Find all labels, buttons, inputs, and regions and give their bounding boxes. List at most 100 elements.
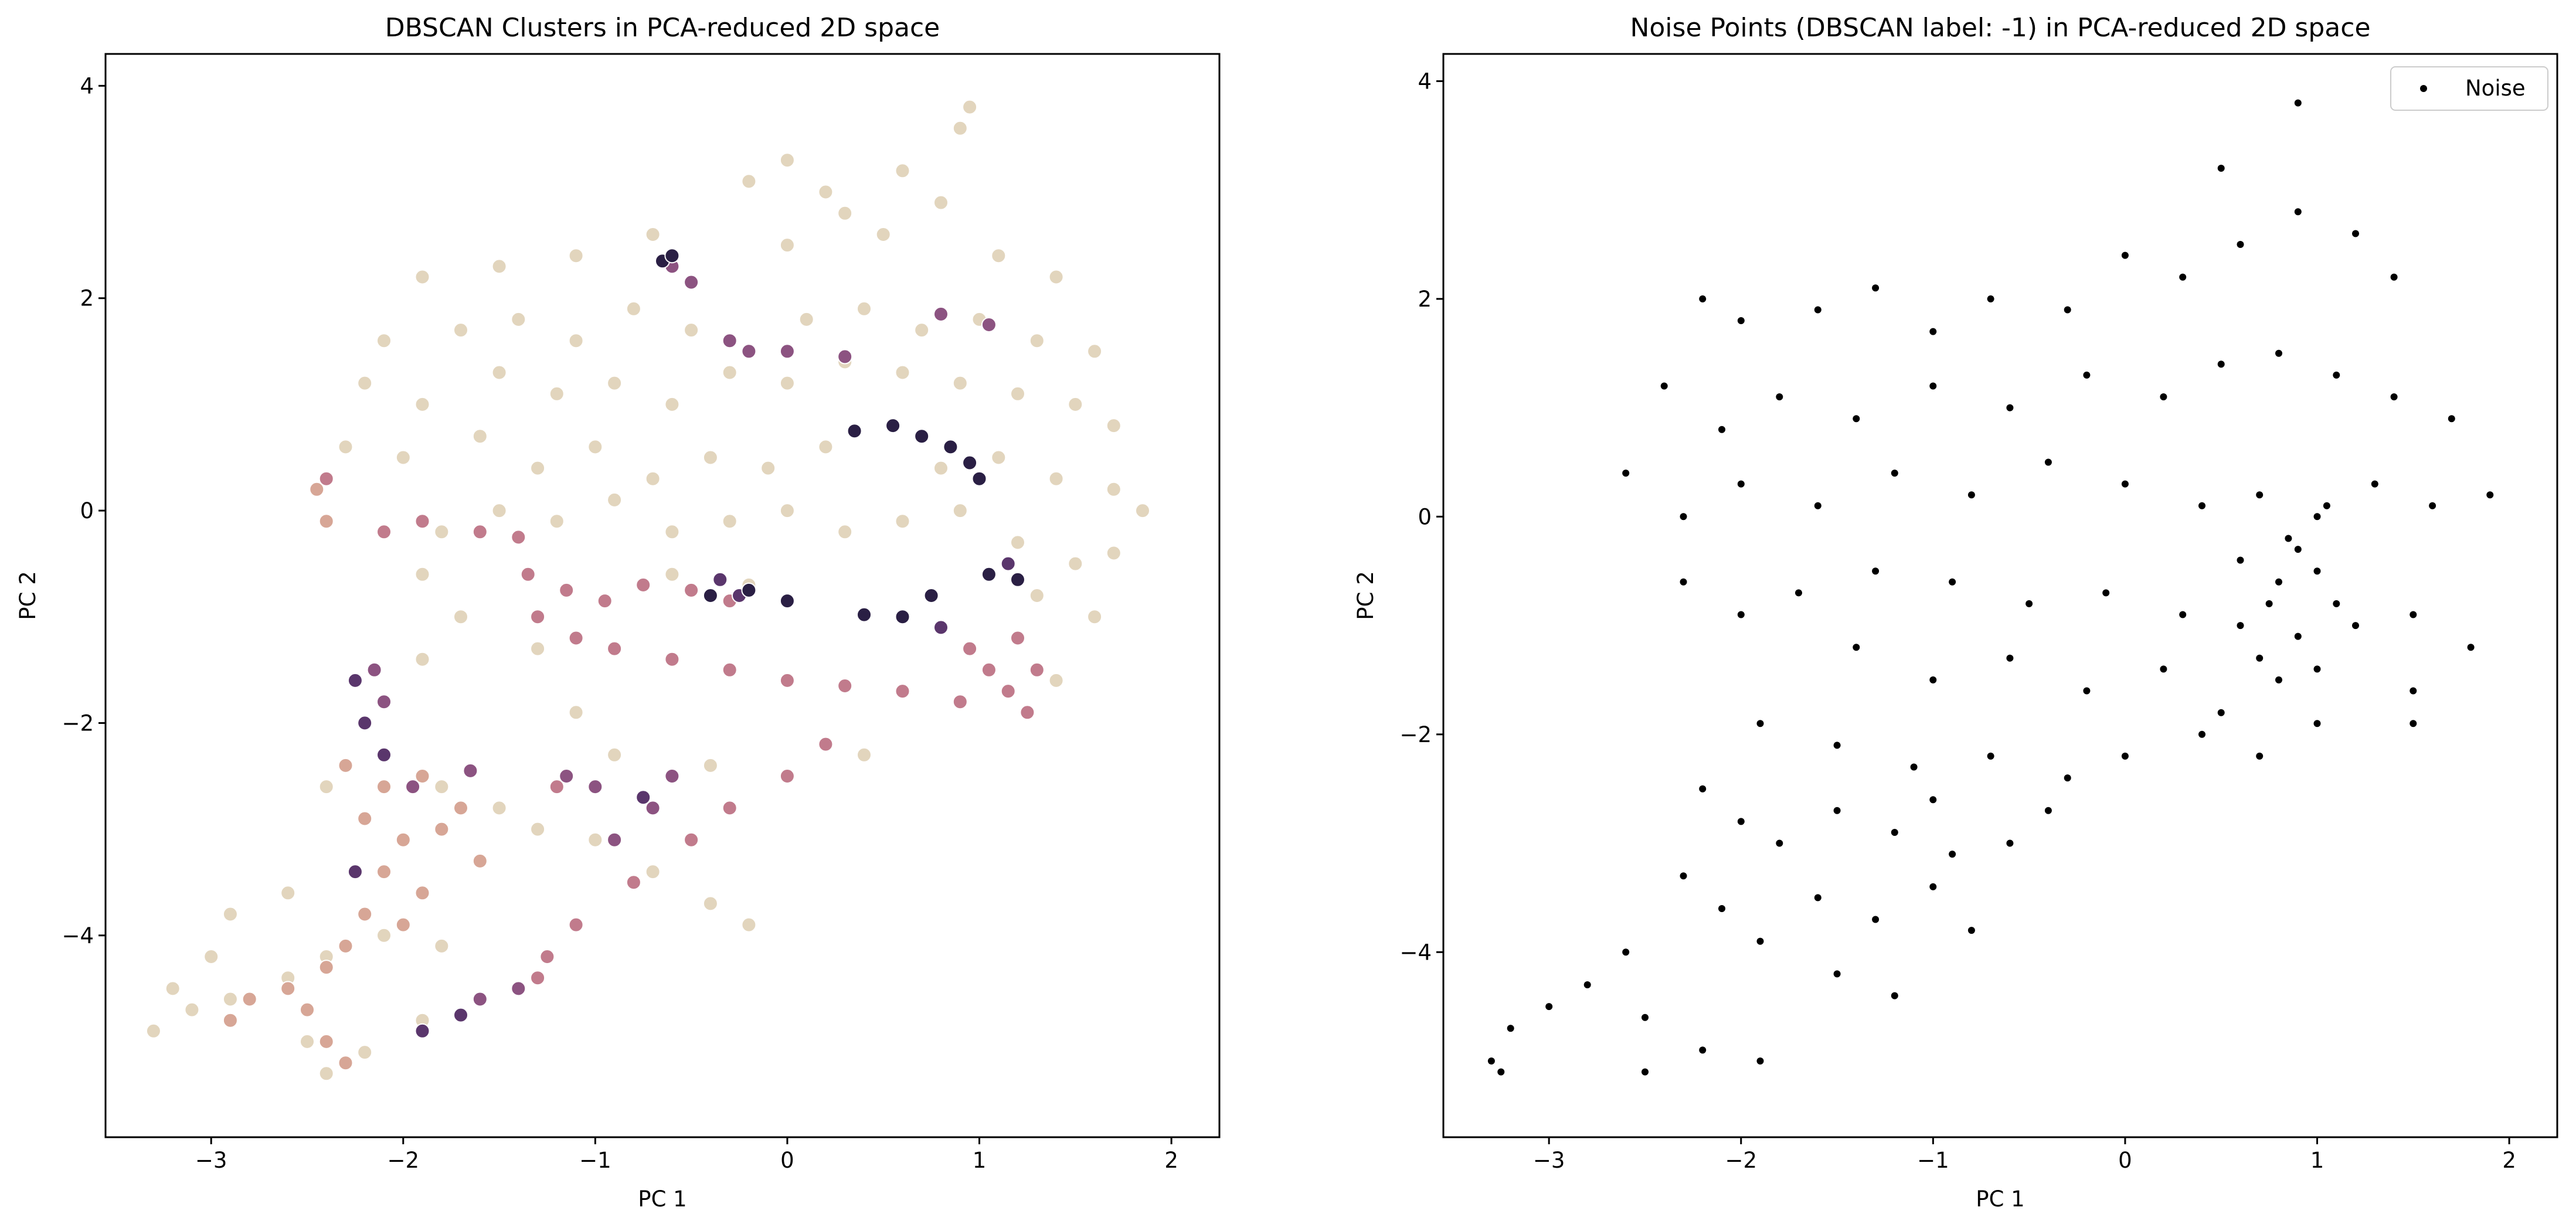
data-point xyxy=(895,365,910,380)
data-point xyxy=(847,423,862,439)
data-point xyxy=(664,768,680,784)
data-point xyxy=(414,514,430,529)
data-point xyxy=(914,429,930,444)
y-tick-label: 4 xyxy=(1418,69,1432,94)
y-tick-label: 0 xyxy=(80,498,94,523)
data-point xyxy=(414,269,430,285)
data-point xyxy=(1718,426,1725,433)
data-point xyxy=(280,981,296,997)
data-point xyxy=(357,811,373,827)
data-point xyxy=(2390,393,2398,400)
data-point xyxy=(2352,622,2359,630)
data-point xyxy=(607,375,623,391)
data-point xyxy=(1967,927,1975,934)
data-point xyxy=(434,938,450,954)
data-point xyxy=(1737,818,1745,825)
x-axis-label: PC 1 xyxy=(638,1186,687,1212)
data-point xyxy=(933,195,949,210)
data-point xyxy=(338,439,354,455)
data-point xyxy=(1795,589,1802,597)
data-point xyxy=(2121,480,2129,488)
data-point xyxy=(2179,273,2187,281)
data-point xyxy=(530,641,546,657)
data-point xyxy=(463,763,478,778)
data-point xyxy=(2006,654,2014,662)
y-tick-label: 4 xyxy=(80,73,94,98)
data-point xyxy=(300,1002,315,1018)
data-point xyxy=(1756,937,1764,945)
data-point xyxy=(2044,807,2052,814)
data-point xyxy=(1737,480,1745,488)
data-point xyxy=(818,439,834,455)
data-point xyxy=(885,418,901,434)
y-tick-label: 2 xyxy=(1418,287,1432,312)
data-point xyxy=(684,832,699,848)
y-tick-label: −4 xyxy=(1399,940,1432,965)
data-point xyxy=(2275,676,2282,683)
data-point xyxy=(453,609,468,625)
data-point xyxy=(1929,676,1937,683)
data-point xyxy=(472,524,488,540)
data-point xyxy=(2026,600,2033,607)
data-point xyxy=(222,906,238,922)
data-point xyxy=(626,875,641,890)
y-tick-label: −4 xyxy=(62,923,94,948)
data-point xyxy=(453,1007,468,1023)
data-point xyxy=(2448,415,2455,423)
data-point xyxy=(1000,683,1016,699)
data-point xyxy=(1872,567,1880,575)
data-point xyxy=(837,205,853,221)
y-axis-label: PC 2 xyxy=(15,571,40,620)
data-point xyxy=(664,248,680,264)
data-point xyxy=(1642,1014,1649,1021)
data-point xyxy=(2160,665,2167,673)
data-point xyxy=(1680,513,1687,521)
plot-frame xyxy=(104,53,1221,1138)
data-point xyxy=(1583,981,1591,988)
data-point xyxy=(1853,644,1860,651)
data-point xyxy=(1756,1057,1764,1065)
data-point xyxy=(664,566,680,582)
data-point xyxy=(434,524,450,540)
data-point xyxy=(2294,99,2302,107)
data-point xyxy=(2275,578,2282,586)
data-point xyxy=(895,163,910,179)
data-point xyxy=(952,120,968,136)
data-point xyxy=(453,322,468,338)
data-point xyxy=(626,301,641,317)
data-point xyxy=(875,227,891,242)
data-point xyxy=(376,694,392,710)
data-point xyxy=(2313,513,2321,521)
data-point xyxy=(2121,251,2129,259)
data-point xyxy=(2179,611,2187,618)
data-point xyxy=(722,800,738,816)
noise-subplot: −3 −2 −1 0 1 2 −4 −2 0 2 4 Noise Points (DBSCAN l… xyxy=(1353,13,2558,1212)
data-point xyxy=(981,566,997,582)
data-point xyxy=(2285,535,2292,542)
data-point xyxy=(1833,970,1841,978)
data-point xyxy=(357,715,373,731)
data-point xyxy=(722,662,738,678)
data-point xyxy=(472,853,488,869)
y-axis-ticks: −4 −2 0 2 4 xyxy=(1399,69,1443,965)
data-point xyxy=(779,593,795,609)
data-point xyxy=(933,620,949,635)
data-point xyxy=(549,386,565,402)
data-point xyxy=(395,832,411,848)
data-point xyxy=(2237,622,2244,630)
data-point xyxy=(1929,796,1937,804)
data-point xyxy=(1891,992,1898,999)
data-point xyxy=(952,375,968,391)
data-point xyxy=(1507,1025,1514,1032)
y-axis-label: PC 2 xyxy=(1353,571,1378,620)
data-point xyxy=(357,375,373,391)
data-point xyxy=(1872,916,1880,923)
data-point xyxy=(1545,1003,1553,1011)
data-point xyxy=(318,1033,334,1049)
data-point xyxy=(837,524,853,540)
data-point xyxy=(587,439,603,455)
data-point xyxy=(664,524,680,540)
x-tick-label: −1 xyxy=(1917,1148,1949,1173)
data-point xyxy=(664,396,680,412)
data-point xyxy=(2102,589,2110,597)
